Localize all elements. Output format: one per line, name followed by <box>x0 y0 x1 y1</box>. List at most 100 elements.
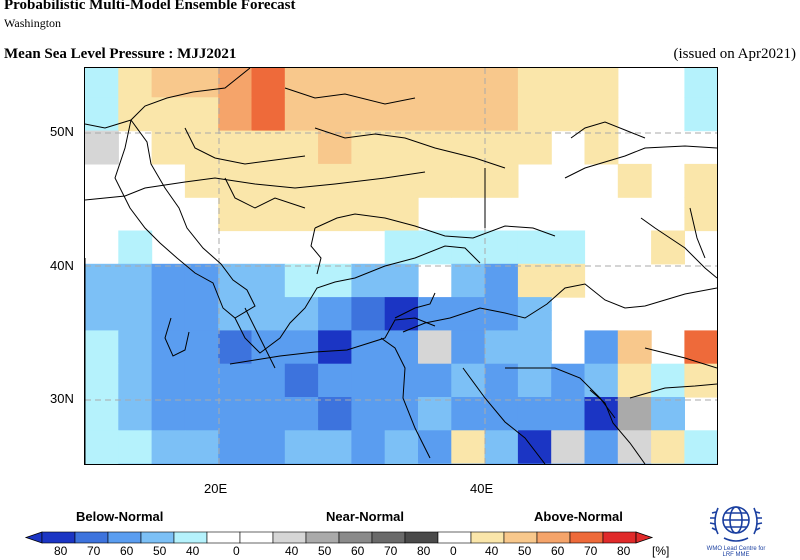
forecast-cell <box>284 397 319 431</box>
forecast-cell <box>617 363 652 398</box>
forecast-cell <box>85 363 119 398</box>
forecast-cell <box>151 263 186 298</box>
forecast-cell <box>184 130 219 165</box>
forecast-cell <box>118 430 153 464</box>
forecast-cell <box>684 363 717 398</box>
forecast-cell <box>551 363 586 398</box>
legend-swatch <box>602 531 637 544</box>
forecast-cell <box>484 397 519 431</box>
legend-tick-label: 50 <box>518 544 532 558</box>
coastline-border <box>380 337 431 459</box>
legend-tick-label: 60 <box>551 544 565 558</box>
wmo-logo-icon <box>709 506 763 542</box>
forecast-cell <box>451 97 486 132</box>
forecast-cell <box>318 363 352 398</box>
coastline-border <box>564 145 717 179</box>
forecast-cell <box>118 263 153 298</box>
legend-swatch <box>239 531 274 544</box>
forecast-cell <box>284 97 319 132</box>
legend-tick-label: 60 <box>351 544 365 558</box>
coastline-border <box>224 177 306 209</box>
forecast-cell <box>151 397 186 431</box>
forecast-cell <box>318 68 352 98</box>
forecast-cell <box>85 330 119 365</box>
forecast-cell <box>517 130 552 165</box>
coastline-border <box>284 87 416 105</box>
page-subtitle: Washington <box>4 16 62 30</box>
issued-date: (issued on Apr2021) <box>673 46 797 62</box>
legend-swatch <box>338 531 373 544</box>
forecast-cell <box>251 197 286 232</box>
forecast-cell <box>384 363 419 398</box>
forecast-cell <box>351 297 386 331</box>
forecast-cell <box>517 97 552 132</box>
forecast-cell <box>418 163 452 198</box>
forecast-cell <box>151 363 186 398</box>
forecast-cell <box>484 297 519 331</box>
legend-unit: [%] <box>652 544 670 558</box>
forecast-cell <box>284 430 319 464</box>
forecast-cell <box>351 263 386 298</box>
legend-swatch <box>206 531 241 544</box>
forecast-cell <box>318 263 352 298</box>
forecast-cell <box>318 163 352 198</box>
forecast-cell <box>218 363 253 398</box>
forecast-cell <box>484 130 519 165</box>
coastline-border <box>394 292 436 319</box>
forecast-cell <box>284 68 319 98</box>
forecast-cell <box>151 97 186 132</box>
legend-above-normal: Above-Normal <box>534 509 623 524</box>
legend-tick-label: 60 <box>120 544 134 558</box>
forecast-cell <box>184 397 219 431</box>
forecast-cell <box>351 363 386 398</box>
forecast-cell <box>551 97 586 132</box>
legend-swatch <box>272 531 307 544</box>
coastline-border <box>402 283 717 333</box>
coastline-border <box>640 217 717 279</box>
forecast-cell <box>451 163 486 198</box>
forecast-cell <box>218 330 253 365</box>
forecast-cell <box>551 263 586 298</box>
forecast-cell <box>85 97 119 132</box>
forecast-cell <box>418 363 452 398</box>
coastline-border <box>314 127 506 169</box>
field-title: Mean Sea Level Pressure : MJJ2021 <box>4 46 237 62</box>
legend-tick-label: 70 <box>584 544 598 558</box>
legend-near-normal: Near-Normal <box>326 509 405 524</box>
forecast-cell <box>184 363 219 398</box>
forecast-cell <box>517 363 552 398</box>
legend-tick-label: 50 <box>153 544 167 558</box>
legend-swatch <box>74 531 109 544</box>
forecast-cell <box>418 430 452 464</box>
forecast-cell <box>484 68 519 98</box>
forecast-cell <box>218 297 253 331</box>
wmo-logo-caption: WMO Lead Centre for LRF MME <box>698 546 774 558</box>
forecast-cell <box>251 330 286 365</box>
forecast-cell <box>451 130 486 165</box>
forecast-cell <box>251 363 286 398</box>
coastline-border <box>589 389 646 464</box>
legend-tick-label: 50 <box>318 544 332 558</box>
legend-swatch <box>371 531 406 544</box>
legend-tick-label: 70 <box>384 544 398 558</box>
forecast-cell <box>384 430 419 464</box>
lat-label-30n: 30N <box>50 391 74 406</box>
coastline-border <box>570 121 646 139</box>
coastline-border <box>462 367 546 464</box>
forecast-cell <box>684 68 717 98</box>
forecast-cell <box>284 163 319 198</box>
forecast-cell <box>551 397 586 431</box>
coastline-border <box>310 227 322 275</box>
forecast-cell <box>384 330 419 365</box>
forecast-cell <box>384 163 419 198</box>
forecast-cell <box>318 97 352 132</box>
forecast-cell <box>384 68 419 98</box>
forecast-cell <box>517 430 552 464</box>
forecast-cell <box>184 330 219 365</box>
forecast-cell <box>551 68 586 98</box>
forecast-cell <box>584 330 619 365</box>
forecast-cell <box>484 163 519 198</box>
forecast-cell <box>85 263 119 298</box>
forecast-cell <box>517 297 552 331</box>
legend-tick-label: 0 <box>450 544 457 558</box>
